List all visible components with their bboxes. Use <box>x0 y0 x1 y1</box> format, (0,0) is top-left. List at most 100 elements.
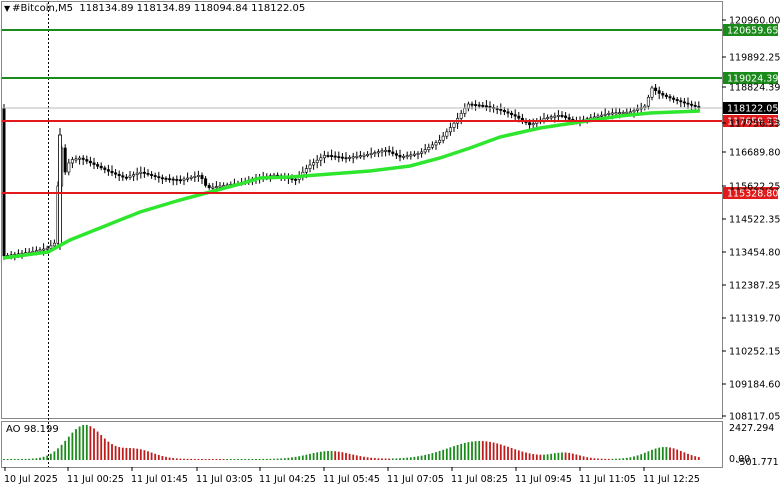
ao-bar <box>359 456 362 460</box>
ao-bar <box>136 448 139 460</box>
current-price-label: 118122.05 <box>727 104 778 115</box>
ao-bar <box>492 442 495 460</box>
ao-bar <box>694 456 697 460</box>
ao-bar <box>355 455 358 460</box>
ao-bar <box>629 457 632 460</box>
ao-bar <box>161 455 164 460</box>
ao-bar <box>31 458 34 460</box>
candle-body <box>88 160 92 164</box>
candle-body <box>693 105 697 107</box>
candle-body <box>474 104 478 106</box>
ao-bar <box>222 458 225 460</box>
ao-bar <box>683 452 686 460</box>
candle-body <box>189 176 193 179</box>
candle-body <box>628 111 632 114</box>
candle-body <box>78 157 82 160</box>
ao-bar <box>28 458 31 460</box>
ao-indicator-label: AO 98.199 <box>6 424 59 435</box>
ao-bar <box>139 449 142 460</box>
ao-bar <box>460 443 463 460</box>
ao-bar <box>82 425 85 460</box>
ao-bar <box>373 458 376 460</box>
ao-bar <box>42 456 45 460</box>
candle-body <box>445 131 449 137</box>
ao-bar <box>276 458 279 460</box>
ao-bar <box>3 458 5 460</box>
price-tick-label: 119892.25 <box>729 53 780 64</box>
candle-body <box>322 155 326 159</box>
candle-body <box>200 175 204 180</box>
ao-bar <box>391 458 394 460</box>
candle-body <box>470 103 474 106</box>
candle-body <box>171 178 175 181</box>
moving-average-line <box>2 109 701 260</box>
candle-body <box>164 177 168 180</box>
ao-bar <box>175 458 178 460</box>
ao-bar <box>424 454 427 460</box>
candle-body <box>103 167 107 170</box>
candle-body <box>157 176 161 179</box>
symbol-label: #Bitcoin,M5 <box>12 3 73 14</box>
ao-bar <box>402 457 405 460</box>
ao-bar <box>345 452 347 460</box>
time-label: 10 Jul 2025 <box>4 474 58 485</box>
candle-body <box>2 107 6 257</box>
ao-bar <box>535 454 538 460</box>
time-label: 11 Jul 08:25 <box>451 474 508 485</box>
ao-bar <box>305 454 308 460</box>
ao-bar <box>622 458 625 460</box>
ao-bar <box>183 458 185 460</box>
ao-bar <box>204 458 207 460</box>
ao-bar <box>226 458 229 460</box>
ao-bar <box>85 424 88 460</box>
candle-body <box>427 146 431 150</box>
ao-bar <box>107 441 110 460</box>
candle-body <box>618 112 622 115</box>
candle-body <box>196 175 200 177</box>
ao-bar <box>643 452 646 460</box>
candle-body <box>423 149 427 153</box>
ao-bar <box>334 451 337 460</box>
candle-body <box>391 151 395 154</box>
ao-bar <box>528 453 531 460</box>
ao-bar <box>384 458 387 460</box>
ao-bar <box>215 458 218 460</box>
ao-bar <box>546 454 549 460</box>
candle-body <box>434 142 438 146</box>
candle-body <box>135 172 139 175</box>
candle-body <box>132 174 136 177</box>
ao-bar <box>636 455 639 460</box>
candle-body <box>448 127 452 133</box>
candle-body <box>546 117 550 119</box>
candle-body <box>204 178 208 186</box>
ao-bar <box>93 428 95 460</box>
ao-bar <box>280 458 283 460</box>
ao-bar <box>348 453 351 460</box>
candle-body <box>63 147 67 173</box>
ao-bar <box>420 455 423 460</box>
ao-bar <box>388 458 391 460</box>
ao-bar <box>615 458 617 460</box>
ao-bar <box>363 456 365 460</box>
price-tick-label: 120960.00 <box>729 16 780 27</box>
ao-bar <box>265 458 268 460</box>
ao-bar <box>60 444 63 460</box>
ao-bar <box>283 458 286 460</box>
ao-bar <box>114 445 117 460</box>
candle-body <box>510 112 514 115</box>
candle-body <box>614 112 618 115</box>
ao-bar <box>75 429 77 460</box>
ao-bar <box>600 458 603 460</box>
ao-scale-top: 2427.294 <box>729 423 774 434</box>
ao-bar <box>661 447 664 460</box>
ao-bar <box>337 451 340 460</box>
triangle-down-icon[interactable]: ▼ <box>4 4 11 13</box>
ao-bar <box>381 458 383 460</box>
candle-body <box>636 108 640 111</box>
ao-bar <box>503 445 506 460</box>
ao-bar <box>564 452 567 460</box>
ao-bar <box>579 455 581 460</box>
ao-bar <box>395 458 398 460</box>
price-tick-label: 110252.15 <box>729 347 780 358</box>
